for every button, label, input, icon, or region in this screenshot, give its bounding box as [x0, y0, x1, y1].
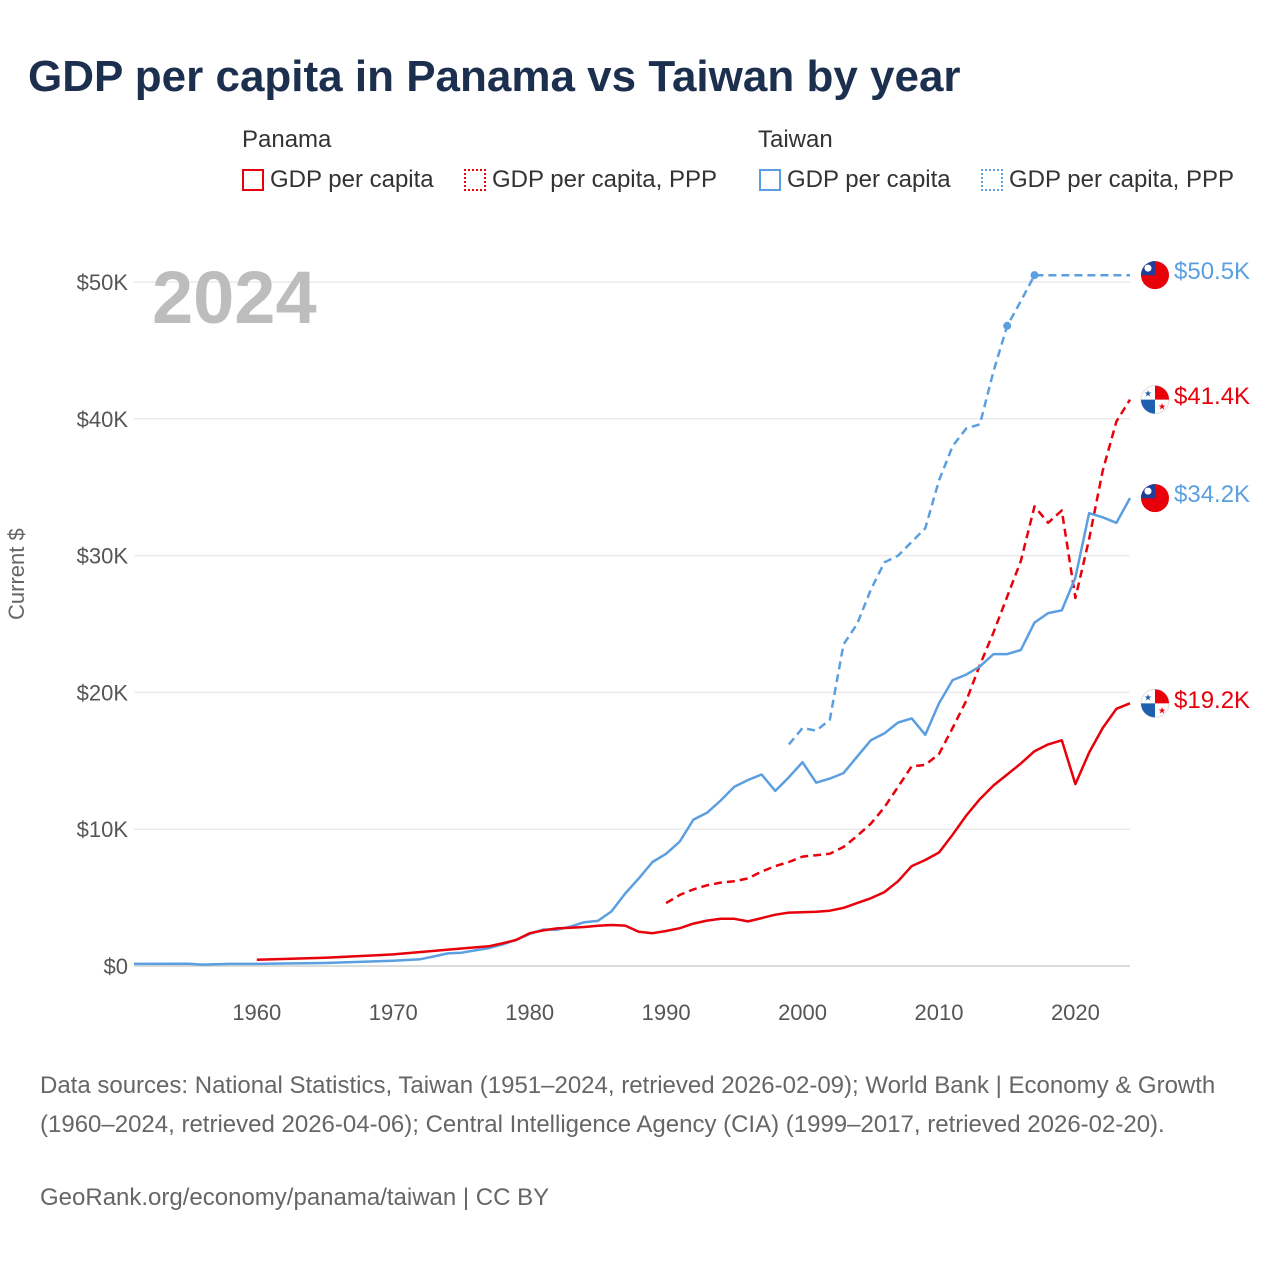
y-axis-label: Current $ [4, 528, 29, 620]
legend-swatch-panama-ppp [464, 169, 486, 191]
x-tick-label: 2000 [778, 1000, 827, 1025]
x-tick-label: 1970 [369, 1000, 418, 1025]
x-tick-label: 1990 [642, 1000, 691, 1025]
x-tick-label: 1960 [232, 1000, 281, 1025]
end-label-panama-gdp: $19.2K [1174, 687, 1251, 714]
legend-label-panama-gdp: GDP per capita [270, 166, 434, 193]
legend-item-taiwan-ppp[interactable]: GDP per capita, PPP [981, 166, 1234, 194]
y-tick-label: $50K [77, 270, 129, 295]
legend-label-taiwan-ppp: GDP per capita, PPP [1009, 166, 1234, 193]
legend-item-panama-gdp[interactable]: GDP per capita [242, 166, 434, 194]
x-tick-label: 1980 [505, 1000, 554, 1025]
legend-item-taiwan-gdp[interactable]: GDP per capita [759, 166, 951, 194]
series-line-taiwan-gdp-per-capita [133, 497, 1132, 966]
series-marker [1003, 321, 1012, 330]
y-tick-label: $20K [77, 680, 129, 705]
panama-flag-icon: ★★ [1140, 385, 1170, 415]
series-marker [1030, 271, 1039, 280]
data-sources: Data sources: National Statistics, Taiwa… [40, 1072, 1216, 1138]
y-tick-label: $30K [77, 544, 129, 569]
svg-text:★: ★ [1144, 692, 1152, 702]
year-label: 2024 [152, 256, 317, 339]
legend-label-panama-ppp: GDP per capita, PPP [492, 166, 717, 193]
legend-label-taiwan-gdp: GDP per capita [787, 166, 951, 193]
series-line-panama-gdp-per-capita [256, 702, 1131, 962]
svg-text:★: ★ [1158, 402, 1166, 412]
panama-flag-icon: ★★ [1140, 688, 1170, 718]
end-label-taiwan-gdp: $34.2K [1174, 481, 1251, 508]
x-tick-label: 2020 [1051, 1000, 1100, 1025]
series-line-panama-gdp-per-capita-ppp [665, 398, 1132, 905]
legend-swatch-panama-gdp [242, 169, 264, 191]
end-label-taiwan-ppp: $50.5K [1174, 258, 1251, 285]
legend-swatch-taiwan-gdp [759, 169, 781, 191]
credit-link[interactable]: GeoRank.org/economy/panama/taiwan | CC B… [40, 1184, 550, 1211]
svg-text:★: ★ [1144, 389, 1152, 399]
legend-group-taiwan: Taiwan [758, 126, 833, 153]
series-line-taiwan-gdp-per-capita-ppp [787, 273, 1130, 746]
legend-item-panama-ppp[interactable]: GDP per capita, PPP [464, 166, 717, 194]
taiwan-flag-icon [1141, 484, 1169, 513]
y-tick-label: $0 [104, 954, 128, 979]
taiwan-flag-icon [1141, 261, 1169, 290]
end-label-panama-ppp: $41.4K [1174, 383, 1251, 410]
y-tick-label: $10K [77, 817, 129, 842]
chart-title: GDP per capita in Panama vs Taiwan by ye… [28, 52, 961, 101]
y-tick-label: $40K [77, 407, 129, 432]
legend-group-panama: Panama [242, 126, 332, 153]
svg-text:★: ★ [1158, 705, 1166, 715]
legend-swatch-taiwan-ppp [981, 169, 1003, 191]
x-tick-label: 2010 [915, 1000, 964, 1025]
